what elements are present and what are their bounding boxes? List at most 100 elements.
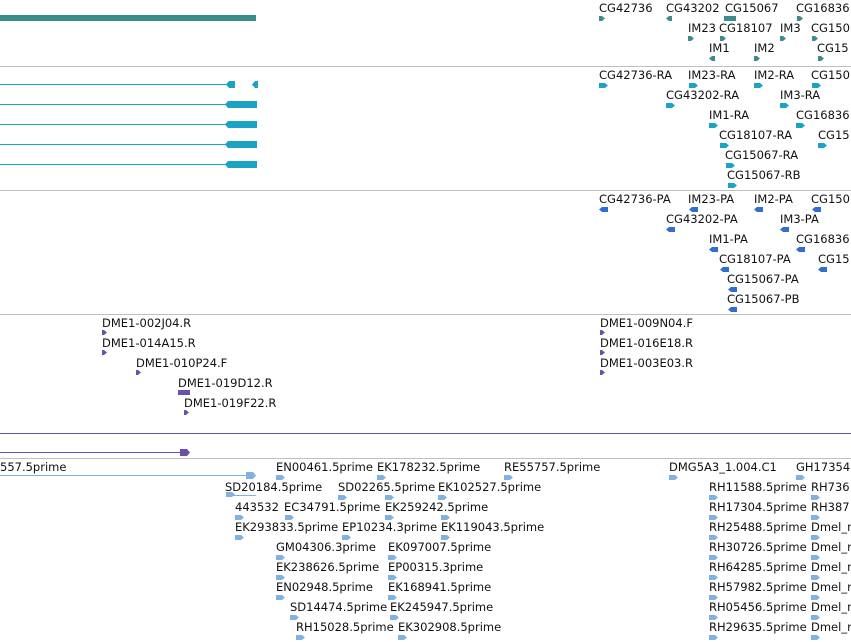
est-glyph[interactable] xyxy=(276,595,285,600)
feature-label[interactable]: CG43202-RA xyxy=(666,88,740,102)
feature-label[interactable]: DME1-009N04.F xyxy=(600,316,693,330)
feature-label[interactable]: RH05456.5prime xyxy=(709,600,807,614)
feature-label[interactable]: EK102527.5prime xyxy=(438,480,542,494)
gene-glyph[interactable] xyxy=(666,16,672,21)
gene-glyph[interactable] xyxy=(720,36,726,41)
gene-bar[interactable] xyxy=(724,16,736,21)
transcript-line[interactable] xyxy=(0,104,226,105)
est-glyph[interactable] xyxy=(709,555,718,560)
feature-label[interactable]: SD14474.5prime xyxy=(290,600,388,614)
feature-label[interactable]: EK178232.5prime xyxy=(377,460,481,474)
feature-label[interactable]: EN00461.5prime xyxy=(276,460,373,474)
est-glyph[interactable] xyxy=(811,595,820,600)
est-glyph[interactable] xyxy=(377,475,386,480)
est-glyph[interactable] xyxy=(398,635,407,640)
transcript-glyph[interactable] xyxy=(728,183,737,188)
feature-label[interactable]: Dmel_r xyxy=(811,580,851,594)
feature-label[interactable]: IM2-RA xyxy=(754,68,795,82)
est-glyph[interactable] xyxy=(709,595,718,600)
gene-glyph[interactable] xyxy=(818,56,824,61)
est-line[interactable] xyxy=(226,495,256,496)
est-glyph[interactable] xyxy=(438,495,447,500)
est-glyph[interactable] xyxy=(388,595,397,600)
est-glyph[interactable] xyxy=(276,575,285,580)
feature-label[interactable]: CG18107-PA xyxy=(719,252,791,266)
feature-label[interactable]: RH387 xyxy=(811,500,850,514)
feature-label[interactable]: CG18107 xyxy=(719,21,773,35)
feature-label[interactable]: DME1-019F22.R xyxy=(184,396,277,410)
feature-label[interactable]: CG150 xyxy=(811,68,850,82)
est-glyph[interactable] xyxy=(276,555,285,560)
protein-glyph[interactable] xyxy=(796,247,805,252)
protein-glyph[interactable] xyxy=(689,207,698,212)
transcript-line[interactable] xyxy=(0,144,226,145)
feature-label[interactable]: IM1-RA xyxy=(709,108,750,122)
est-glyph[interactable] xyxy=(226,492,235,497)
transcript-glyph[interactable] xyxy=(720,143,729,148)
feature-label[interactable]: Dmel_r xyxy=(811,520,851,534)
feature-label[interactable]: EK238626.5prime xyxy=(276,560,380,574)
est-glyph[interactable] xyxy=(342,535,351,540)
est-glyph[interactable] xyxy=(338,495,347,500)
feature-label[interactable]: CG15 xyxy=(818,252,850,266)
clone-glyph[interactable] xyxy=(136,370,141,375)
feature-label[interactable]: CG42736-RA xyxy=(599,68,673,82)
feature-label[interactable]: IM2 xyxy=(754,41,775,55)
clone-glyph[interactable] xyxy=(600,330,605,335)
feature-label[interactable]: CG16836 xyxy=(796,1,850,15)
clone-glyph[interactable] xyxy=(184,410,189,415)
feature-label[interactable]: CG43202 xyxy=(666,1,720,15)
est-glyph[interactable] xyxy=(276,475,285,480)
feature-label[interactable]: EK293833.5prime xyxy=(235,520,339,534)
feature-label[interactable]: Dmel_r xyxy=(811,620,851,634)
feature-label[interactable]: 557.5prime xyxy=(0,460,67,474)
transcript-glyph[interactable] xyxy=(796,123,805,128)
est-glyph[interactable] xyxy=(709,495,718,500)
feature-label[interactable]: EC34791.5prime xyxy=(284,500,381,514)
protein-glyph[interactable] xyxy=(666,227,675,232)
clone-glyph[interactable] xyxy=(600,370,605,375)
transcript-glyph[interactable] xyxy=(226,81,235,88)
transcript-glyph[interactable] xyxy=(599,83,608,88)
gene-glyph[interactable] xyxy=(688,36,694,41)
protein-glyph[interactable] xyxy=(599,207,608,212)
feature-label[interactable]: DME1-016E18.R xyxy=(600,336,694,350)
feature-label[interactable]: RH30726.5prime xyxy=(709,540,807,554)
feature-label[interactable]: RH15028.5prime xyxy=(296,620,394,634)
transcript-glyph[interactable] xyxy=(818,143,827,148)
est-glyph[interactable] xyxy=(811,555,820,560)
est-glyph[interactable] xyxy=(388,575,397,580)
feature-label[interactable]: EK097007.5prime xyxy=(388,540,492,554)
feature-label[interactable]: CG150 xyxy=(811,192,850,206)
protein-glyph[interactable] xyxy=(728,307,737,312)
protein-glyph[interactable] xyxy=(728,287,737,292)
clone-glyph[interactable] xyxy=(180,449,190,456)
feature-label[interactable]: IM3-PA xyxy=(780,212,819,226)
transcript-glyph[interactable] xyxy=(225,121,257,128)
feature-label[interactable]: SD20184.5prime xyxy=(225,480,323,494)
feature-label[interactable]: CG15067 xyxy=(725,1,779,15)
feature-label[interactable]: EN02948.5prime xyxy=(276,580,373,594)
feature-label[interactable]: IM23-RA xyxy=(688,68,736,82)
est-glyph[interactable] xyxy=(709,635,718,640)
feature-label[interactable]: Dmel_r xyxy=(811,560,851,574)
transcript-glyph[interactable] xyxy=(225,141,257,148)
feature-label[interactable]: DME1-014A15.R xyxy=(102,336,196,350)
est-glyph[interactable] xyxy=(441,535,450,540)
gene-glyph[interactable] xyxy=(599,16,605,21)
protein-glyph[interactable] xyxy=(754,207,763,212)
est-glyph[interactable] xyxy=(709,515,718,520)
feature-label[interactable]: EK168941.5prime xyxy=(388,580,492,594)
transcript-glyph[interactable] xyxy=(780,103,789,108)
transcript-glyph[interactable] xyxy=(754,83,763,88)
gene-glyph[interactable] xyxy=(709,56,715,61)
est-glyph[interactable] xyxy=(235,515,244,520)
est-glyph[interactable] xyxy=(504,475,513,480)
est-glyph[interactable] xyxy=(811,515,820,520)
est-glyph[interactable] xyxy=(709,615,718,620)
feature-label[interactable]: EK245947.5prime xyxy=(390,600,494,614)
est-line[interactable] xyxy=(0,475,254,476)
est-glyph[interactable] xyxy=(385,515,394,520)
transcript-glyph[interactable] xyxy=(666,103,675,108)
est-glyph[interactable] xyxy=(235,535,244,540)
